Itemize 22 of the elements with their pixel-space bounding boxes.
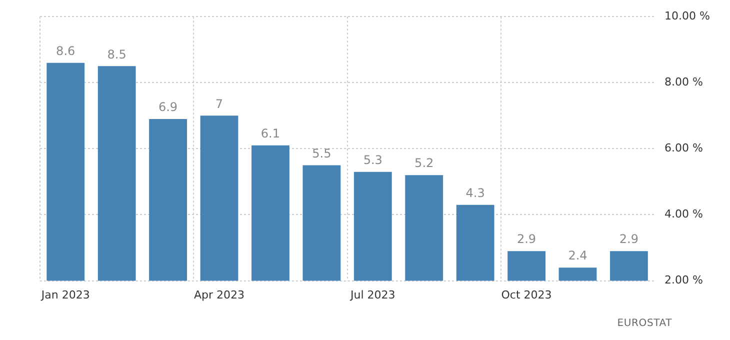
data-label: 5.2 [414,156,434,170]
y-tick-label: 10.00 % [664,9,710,22]
y-tick-label: 4.00 % [664,208,704,221]
data-label: 8.5 [107,47,126,62]
data-label: 2.4 [568,248,588,263]
x-tick-label: Apr 2023 [194,288,245,302]
data-label: 2.9 [516,232,536,246]
data-label: 7 [215,96,224,111]
y-tick-label: 2.00 % [664,274,704,287]
data-label: 6.1 [260,126,280,141]
x-tick-label: Jul 2023 [350,288,396,302]
data-label: 8.6 [56,44,76,58]
text: EUROSTAT [617,318,672,329]
y-tick-label: 6.00 % [664,142,704,155]
data-label: 5.5 [312,146,332,160]
data-label: 4.3 [466,186,485,200]
data-label: 6.9 [158,100,178,114]
data-label: 2.9 [619,232,638,246]
data-label: 5.3 [363,152,382,167]
x-tick-label: Jan 2023 [40,288,90,302]
x-tick-label: Oct 2023 [501,288,552,302]
y-tick-label: 8.00 % [664,76,704,89]
